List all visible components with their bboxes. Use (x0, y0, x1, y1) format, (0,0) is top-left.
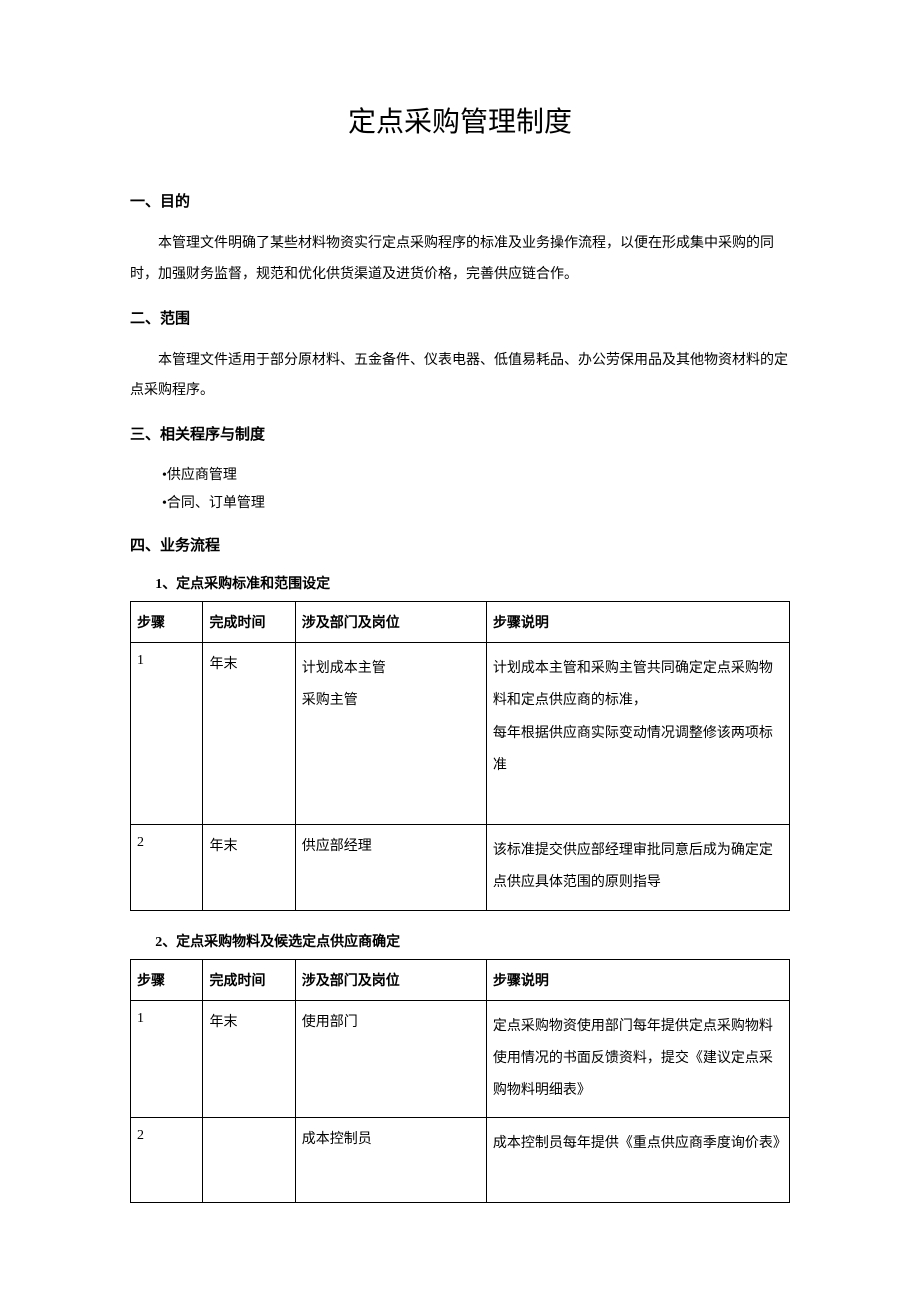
table-2-title: 2、定点采购物料及候选定点供应商确定 (155, 931, 790, 951)
col-header: 涉及部门及岗位 (295, 959, 486, 1000)
cell-step: 2 (131, 1118, 203, 1203)
table-row: 2 成本控制员 成本控制员每年提供《重点供应商季度询价表》 (131, 1118, 790, 1203)
cell-dept: 使用部门 (295, 1000, 486, 1118)
desc-line: 计划成本主管和采购主管共同确定定点采购物料和定点供应商的标准， (493, 653, 783, 717)
cell-step: 1 (131, 1000, 203, 1118)
section-4-heading: 四、业务流程 (130, 534, 790, 555)
document-title: 定点采购管理制度 (130, 100, 790, 140)
section-2-heading: 二、范围 (130, 307, 790, 328)
cell-time: 年末 (203, 825, 295, 910)
cell-step: 1 (131, 643, 203, 825)
table-1-title: 1、定点采购标准和范围设定 (155, 573, 790, 593)
dept-line: 采购主管 (302, 685, 480, 717)
cell-desc: 该标准提交供应部经理审批同意后成为确定定点供应具体范围的原则指导 (486, 825, 789, 910)
desc-line (493, 1160, 783, 1192)
cell-time: 年末 (203, 643, 295, 825)
col-header: 步骤 (131, 959, 203, 1000)
desc-line: 该标准提交供应部经理审批同意后成为确定定点供应具体范围的原则指导 (493, 835, 783, 899)
cell-dept: 计划成本主管 采购主管 (295, 643, 486, 825)
table-row: 2 年末 供应部经理 该标准提交供应部经理审批同意后成为确定定点供应具体范围的原… (131, 825, 790, 910)
col-header: 完成时间 (203, 959, 295, 1000)
bullet-item: •供应商管理 (162, 462, 790, 490)
col-header: 完成时间 (203, 602, 295, 643)
dept-line: 计划成本主管 (302, 653, 480, 685)
cell-desc: 成本控制员每年提供《重点供应商季度询价表》 (486, 1118, 789, 1203)
section-1-heading: 一、目的 (130, 190, 790, 211)
cell-time: 年末 (203, 1000, 295, 1118)
table-header-row: 步骤 完成时间 涉及部门及岗位 步骤说明 (131, 959, 790, 1000)
col-header: 步骤说明 (486, 959, 789, 1000)
col-header: 步骤说明 (486, 602, 789, 643)
desc-line: 定点采购物资使用部门每年提供定点采购物料使用情况的书面反馈资料，提交《建议定点采… (493, 1011, 783, 1108)
desc-line: 每年根据供应商实际变动情况调整修该两项标准 (493, 718, 783, 782)
section-3-bullets: •供应商管理 •合同、订单管理 (162, 462, 790, 518)
cell-desc: 定点采购物资使用部门每年提供定点采购物料使用情况的书面反馈资料，提交《建议定点采… (486, 1000, 789, 1118)
table-2: 步骤 完成时间 涉及部门及岗位 步骤说明 1 年末 使用部门 定点采购物资使用部… (130, 959, 790, 1204)
section-2-text: 本管理文件适用于部分原材料、五金备件、仪表电器、低值易耗品、办公劳保用品及其他物… (130, 346, 790, 408)
cell-time (203, 1118, 295, 1203)
table-row: 1 年末 计划成本主管 采购主管 计划成本主管和采购主管共同确定定点采购物料和定… (131, 643, 790, 825)
table-header-row: 步骤 完成时间 涉及部门及岗位 步骤说明 (131, 602, 790, 643)
cell-desc: 计划成本主管和采购主管共同确定定点采购物料和定点供应商的标准， 每年根据供应商实… (486, 643, 789, 825)
table-1: 步骤 完成时间 涉及部门及岗位 步骤说明 1 年末 计划成本主管 采购主管 计划… (130, 601, 790, 910)
desc-line: 成本控制员每年提供《重点供应商季度询价表》 (493, 1128, 783, 1160)
desc-line (493, 782, 783, 814)
cell-dept: 成本控制员 (295, 1118, 486, 1203)
cell-dept: 供应部经理 (295, 825, 486, 910)
section-1-text: 本管理文件明确了某些材料物资实行定点采购程序的标准及业务操作流程，以便在形成集中… (130, 229, 790, 291)
section-3-heading: 三、相关程序与制度 (130, 423, 790, 444)
table-row: 1 年末 使用部门 定点采购物资使用部门每年提供定点采购物料使用情况的书面反馈资… (131, 1000, 790, 1118)
bullet-item: •合同、订单管理 (162, 490, 790, 518)
col-header: 涉及部门及岗位 (295, 602, 486, 643)
col-header: 步骤 (131, 602, 203, 643)
cell-step: 2 (131, 825, 203, 910)
